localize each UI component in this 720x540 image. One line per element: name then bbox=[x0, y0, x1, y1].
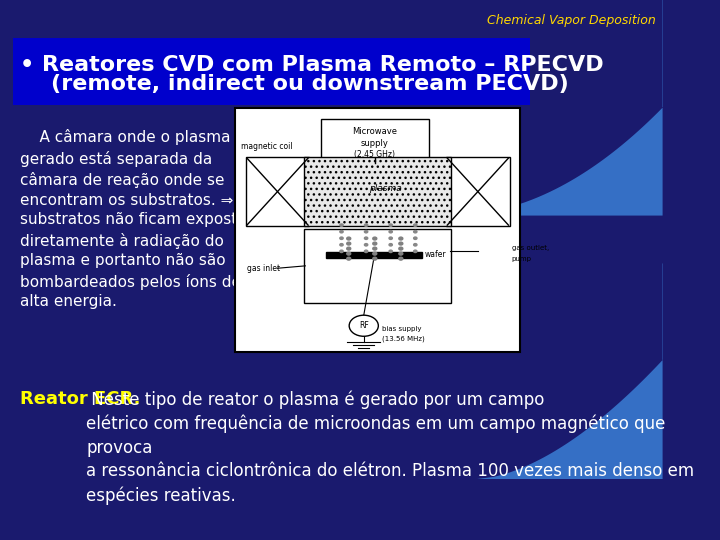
Circle shape bbox=[389, 244, 392, 246]
Text: Microwave: Microwave bbox=[352, 127, 397, 136]
Text: plasma: plasma bbox=[369, 184, 401, 193]
Circle shape bbox=[414, 244, 417, 246]
Text: gas outlet,: gas outlet, bbox=[512, 245, 549, 251]
FancyBboxPatch shape bbox=[246, 157, 310, 226]
Circle shape bbox=[373, 247, 377, 250]
Text: bias supply: bias supply bbox=[382, 326, 421, 332]
Circle shape bbox=[347, 257, 351, 260]
Circle shape bbox=[373, 237, 377, 240]
FancyBboxPatch shape bbox=[13, 38, 530, 105]
FancyBboxPatch shape bbox=[320, 119, 429, 164]
Text: Neste tipo de reator o plasma é gerado por um campo
elétrico com frequência de m: Neste tipo de reator o plasma é gerado p… bbox=[86, 390, 694, 505]
PathPatch shape bbox=[477, 264, 720, 479]
Circle shape bbox=[399, 247, 402, 250]
Circle shape bbox=[414, 250, 417, 253]
Circle shape bbox=[364, 237, 368, 239]
FancyBboxPatch shape bbox=[235, 108, 520, 352]
Circle shape bbox=[347, 247, 351, 250]
Circle shape bbox=[340, 231, 343, 233]
Circle shape bbox=[347, 237, 351, 240]
Circle shape bbox=[347, 252, 351, 255]
Text: • Reatores CVD com Plasma Remoto – RPECVD: • Reatores CVD com Plasma Remoto – RPECV… bbox=[20, 55, 603, 75]
Text: (13.56 MHz): (13.56 MHz) bbox=[382, 335, 424, 342]
Circle shape bbox=[389, 231, 392, 233]
FancyBboxPatch shape bbox=[304, 229, 451, 303]
Text: Reator ECR.: Reator ECR. bbox=[20, 390, 140, 408]
Circle shape bbox=[340, 250, 343, 253]
Circle shape bbox=[373, 242, 377, 245]
Circle shape bbox=[399, 257, 402, 260]
Circle shape bbox=[364, 250, 368, 253]
Circle shape bbox=[389, 237, 392, 239]
Circle shape bbox=[364, 231, 368, 233]
Circle shape bbox=[340, 237, 343, 239]
FancyBboxPatch shape bbox=[304, 157, 451, 226]
FancyBboxPatch shape bbox=[446, 157, 510, 226]
FancyBboxPatch shape bbox=[326, 252, 422, 258]
Circle shape bbox=[364, 244, 368, 246]
Circle shape bbox=[347, 242, 351, 245]
Circle shape bbox=[399, 242, 402, 245]
Circle shape bbox=[399, 252, 402, 255]
Text: Chemical Vapor Deposition: Chemical Vapor Deposition bbox=[487, 15, 656, 28]
Text: gas inlet: gas inlet bbox=[247, 264, 280, 273]
Text: supply: supply bbox=[361, 139, 389, 148]
Circle shape bbox=[340, 244, 343, 246]
Circle shape bbox=[414, 231, 417, 233]
Circle shape bbox=[373, 252, 377, 255]
Circle shape bbox=[399, 237, 402, 240]
Text: magnetic coil: magnetic coil bbox=[240, 142, 292, 151]
Circle shape bbox=[373, 257, 377, 260]
Circle shape bbox=[414, 237, 417, 239]
Circle shape bbox=[389, 250, 392, 253]
Circle shape bbox=[364, 224, 368, 226]
Text: (2.45 GHz): (2.45 GHz) bbox=[354, 150, 395, 159]
PathPatch shape bbox=[451, 0, 720, 215]
Circle shape bbox=[340, 224, 343, 226]
Circle shape bbox=[389, 224, 392, 226]
Text: pump: pump bbox=[512, 255, 532, 262]
Text: wafer: wafer bbox=[424, 250, 446, 259]
Circle shape bbox=[349, 315, 378, 336]
Circle shape bbox=[414, 224, 417, 226]
Text: (remote, indirect ou downstream PECVD): (remote, indirect ou downstream PECVD) bbox=[20, 74, 569, 94]
Text: A câmara onde o plasma é
gerado está separada da
câmara de reação onde se
encont: A câmara onde o plasma é gerado está sep… bbox=[20, 130, 256, 309]
Text: RF: RF bbox=[359, 321, 369, 330]
